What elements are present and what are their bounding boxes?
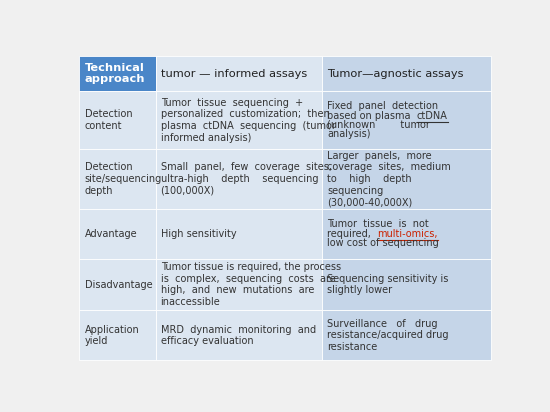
FancyBboxPatch shape: [156, 56, 322, 91]
Text: Advantage: Advantage: [85, 229, 137, 239]
FancyBboxPatch shape: [79, 259, 156, 310]
Text: MRD  dynamic  monitoring  and
efficacy evaluation: MRD dynamic monitoring and efficacy eval…: [161, 325, 316, 346]
Text: analysis): analysis): [327, 129, 371, 139]
Text: ctDNA: ctDNA: [417, 110, 448, 121]
FancyBboxPatch shape: [322, 310, 491, 360]
Text: Application
yield: Application yield: [85, 325, 139, 346]
FancyBboxPatch shape: [79, 149, 156, 209]
Text: Fixed  panel  detection: Fixed panel detection: [327, 101, 438, 111]
FancyBboxPatch shape: [322, 209, 491, 259]
Text: Sequencing sensitivity is
slightly lower: Sequencing sensitivity is slightly lower: [327, 274, 449, 295]
FancyBboxPatch shape: [322, 259, 491, 310]
FancyBboxPatch shape: [79, 56, 156, 91]
Text: Small  panel,  few  coverage  sites,
ultra-high    depth    sequencing
(100,000X: Small panel, few coverage sites, ultra-h…: [161, 162, 332, 196]
Text: High sensitivity: High sensitivity: [161, 229, 236, 239]
Text: multi-omics,: multi-omics,: [377, 229, 438, 239]
Text: based on plasma: based on plasma: [327, 110, 417, 121]
Text: Tumor  tissue  sequencing  +
personalized  customization;  then
plasma  ctDNA  s: Tumor tissue sequencing + personalized c…: [161, 98, 336, 143]
Text: Disadvantage: Disadvantage: [85, 280, 152, 290]
Text: Technical
approach: Technical approach: [85, 63, 145, 84]
Text: tumor — informed assays: tumor — informed assays: [161, 68, 307, 79]
Text: Tumor  tissue  is  not: Tumor tissue is not: [327, 220, 429, 229]
Text: Larger  panels,  more
coverage  sites,  medium
to    high    depth
sequencing
(3: Larger panels, more coverage sites, medi…: [327, 151, 451, 207]
FancyBboxPatch shape: [322, 149, 491, 209]
Text: Detection
content: Detection content: [85, 110, 132, 131]
Text: (unknown        tumor: (unknown tumor: [327, 120, 430, 130]
FancyBboxPatch shape: [156, 91, 322, 149]
FancyBboxPatch shape: [322, 56, 491, 91]
FancyBboxPatch shape: [156, 310, 322, 360]
Text: required,: required,: [327, 229, 377, 239]
FancyBboxPatch shape: [322, 91, 491, 149]
FancyBboxPatch shape: [156, 259, 322, 310]
Text: Tumor tissue is required, the process
is  complex,  sequencing  costs  are
high,: Tumor tissue is required, the process is…: [161, 262, 341, 307]
Text: Tumor—agnostic assays: Tumor—agnostic assays: [327, 68, 464, 79]
FancyBboxPatch shape: [156, 149, 322, 209]
Text: Detection
site/sequencing
depth: Detection site/sequencing depth: [85, 162, 162, 196]
FancyBboxPatch shape: [79, 209, 156, 259]
FancyBboxPatch shape: [79, 91, 156, 149]
FancyBboxPatch shape: [156, 209, 322, 259]
Text: Surveillance   of   drug
resistance/acquired drug
resistance: Surveillance of drug resistance/acquired…: [327, 319, 449, 352]
Text: low cost of sequencing: low cost of sequencing: [327, 238, 439, 248]
FancyBboxPatch shape: [79, 310, 156, 360]
